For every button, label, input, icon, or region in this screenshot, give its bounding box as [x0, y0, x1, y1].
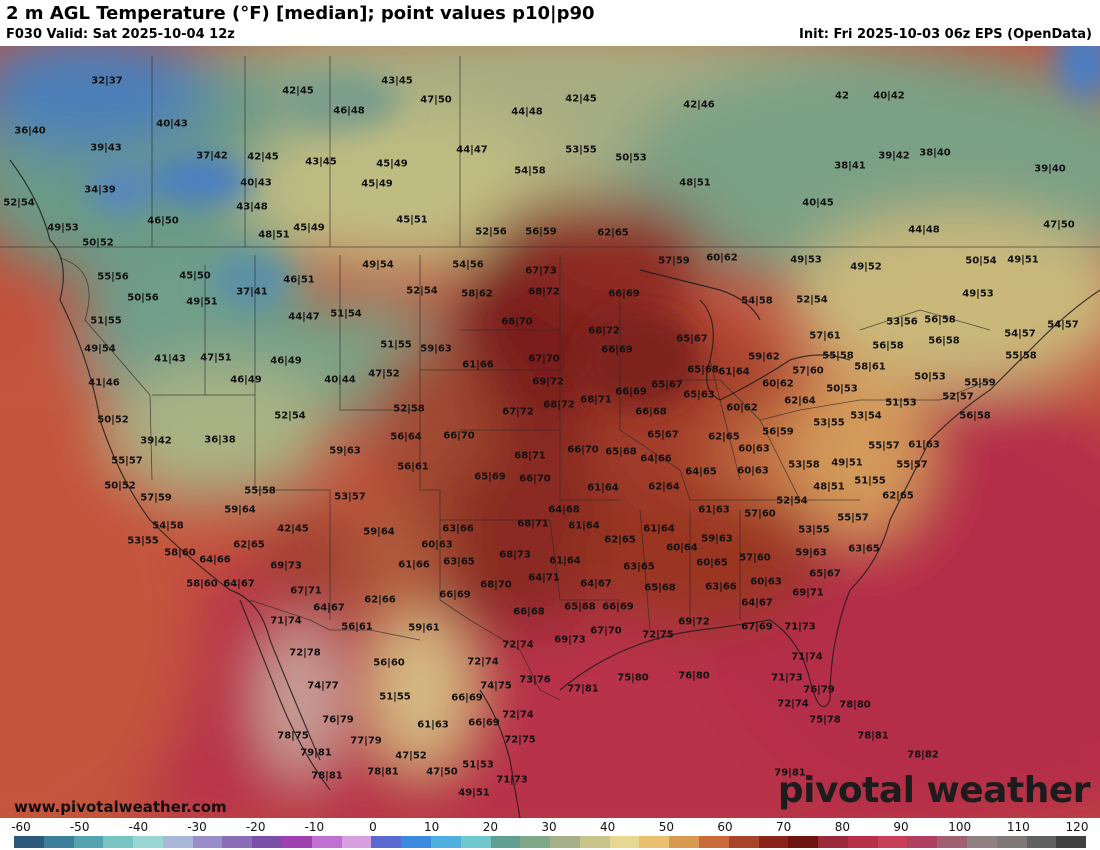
map-header: 2 m AGL Temperature (°F) [median]; point…: [0, 0, 1100, 46]
temperature-field: [0, 46, 1100, 818]
init-time: Init: Fri 2025-10-03 06z EPS (OpenData): [799, 27, 1092, 42]
colorbar-tick: -60: [11, 820, 31, 834]
map-title: 2 m AGL Temperature (°F) [median]; point…: [6, 3, 595, 24]
colorbar-tick: 60: [717, 820, 733, 834]
colorbar-tick: -50: [69, 820, 90, 834]
valid-time: F030 Valid: Sat 2025-10-04 12z: [6, 27, 235, 42]
colorbar-tick: -10: [304, 820, 325, 834]
colorbar-tick: 100: [948, 820, 972, 834]
colorbar-tick: 110: [1006, 820, 1030, 834]
colorbar-tick: -20: [245, 820, 266, 834]
colorbar: -60 -50 -40 -30 -20 -10 0 10 20 30 40 50 60 70 80 90 100…: [0, 818, 1100, 850]
colorbar-tick: 0: [369, 820, 377, 834]
brand-logo: pivotal weather: [777, 770, 1091, 811]
colorbar-tick: 50: [658, 820, 674, 834]
colorbar-tick: 90: [893, 820, 909, 834]
colorbar-tick: 70: [776, 820, 792, 834]
colorbar-tick: 10: [424, 820, 440, 834]
colorbar-tick: 80: [834, 820, 850, 834]
colorbar-tick: -40: [128, 820, 149, 834]
colorbar-tick: 120: [1065, 820, 1089, 834]
temperature-map: 32|37 42|45 43|45 47|50 42|45 42|46 42 40|42 36|…: [0, 46, 1100, 818]
colorbar-tick: 40: [600, 820, 616, 834]
website-label: www.pivotalweather.com: [14, 798, 227, 816]
colorbar-tick: -30: [187, 820, 207, 834]
colorbar-strip: [14, 836, 1087, 848]
colorbar-tick: 20: [482, 820, 498, 834]
colorbar-tick: 30: [541, 820, 557, 834]
